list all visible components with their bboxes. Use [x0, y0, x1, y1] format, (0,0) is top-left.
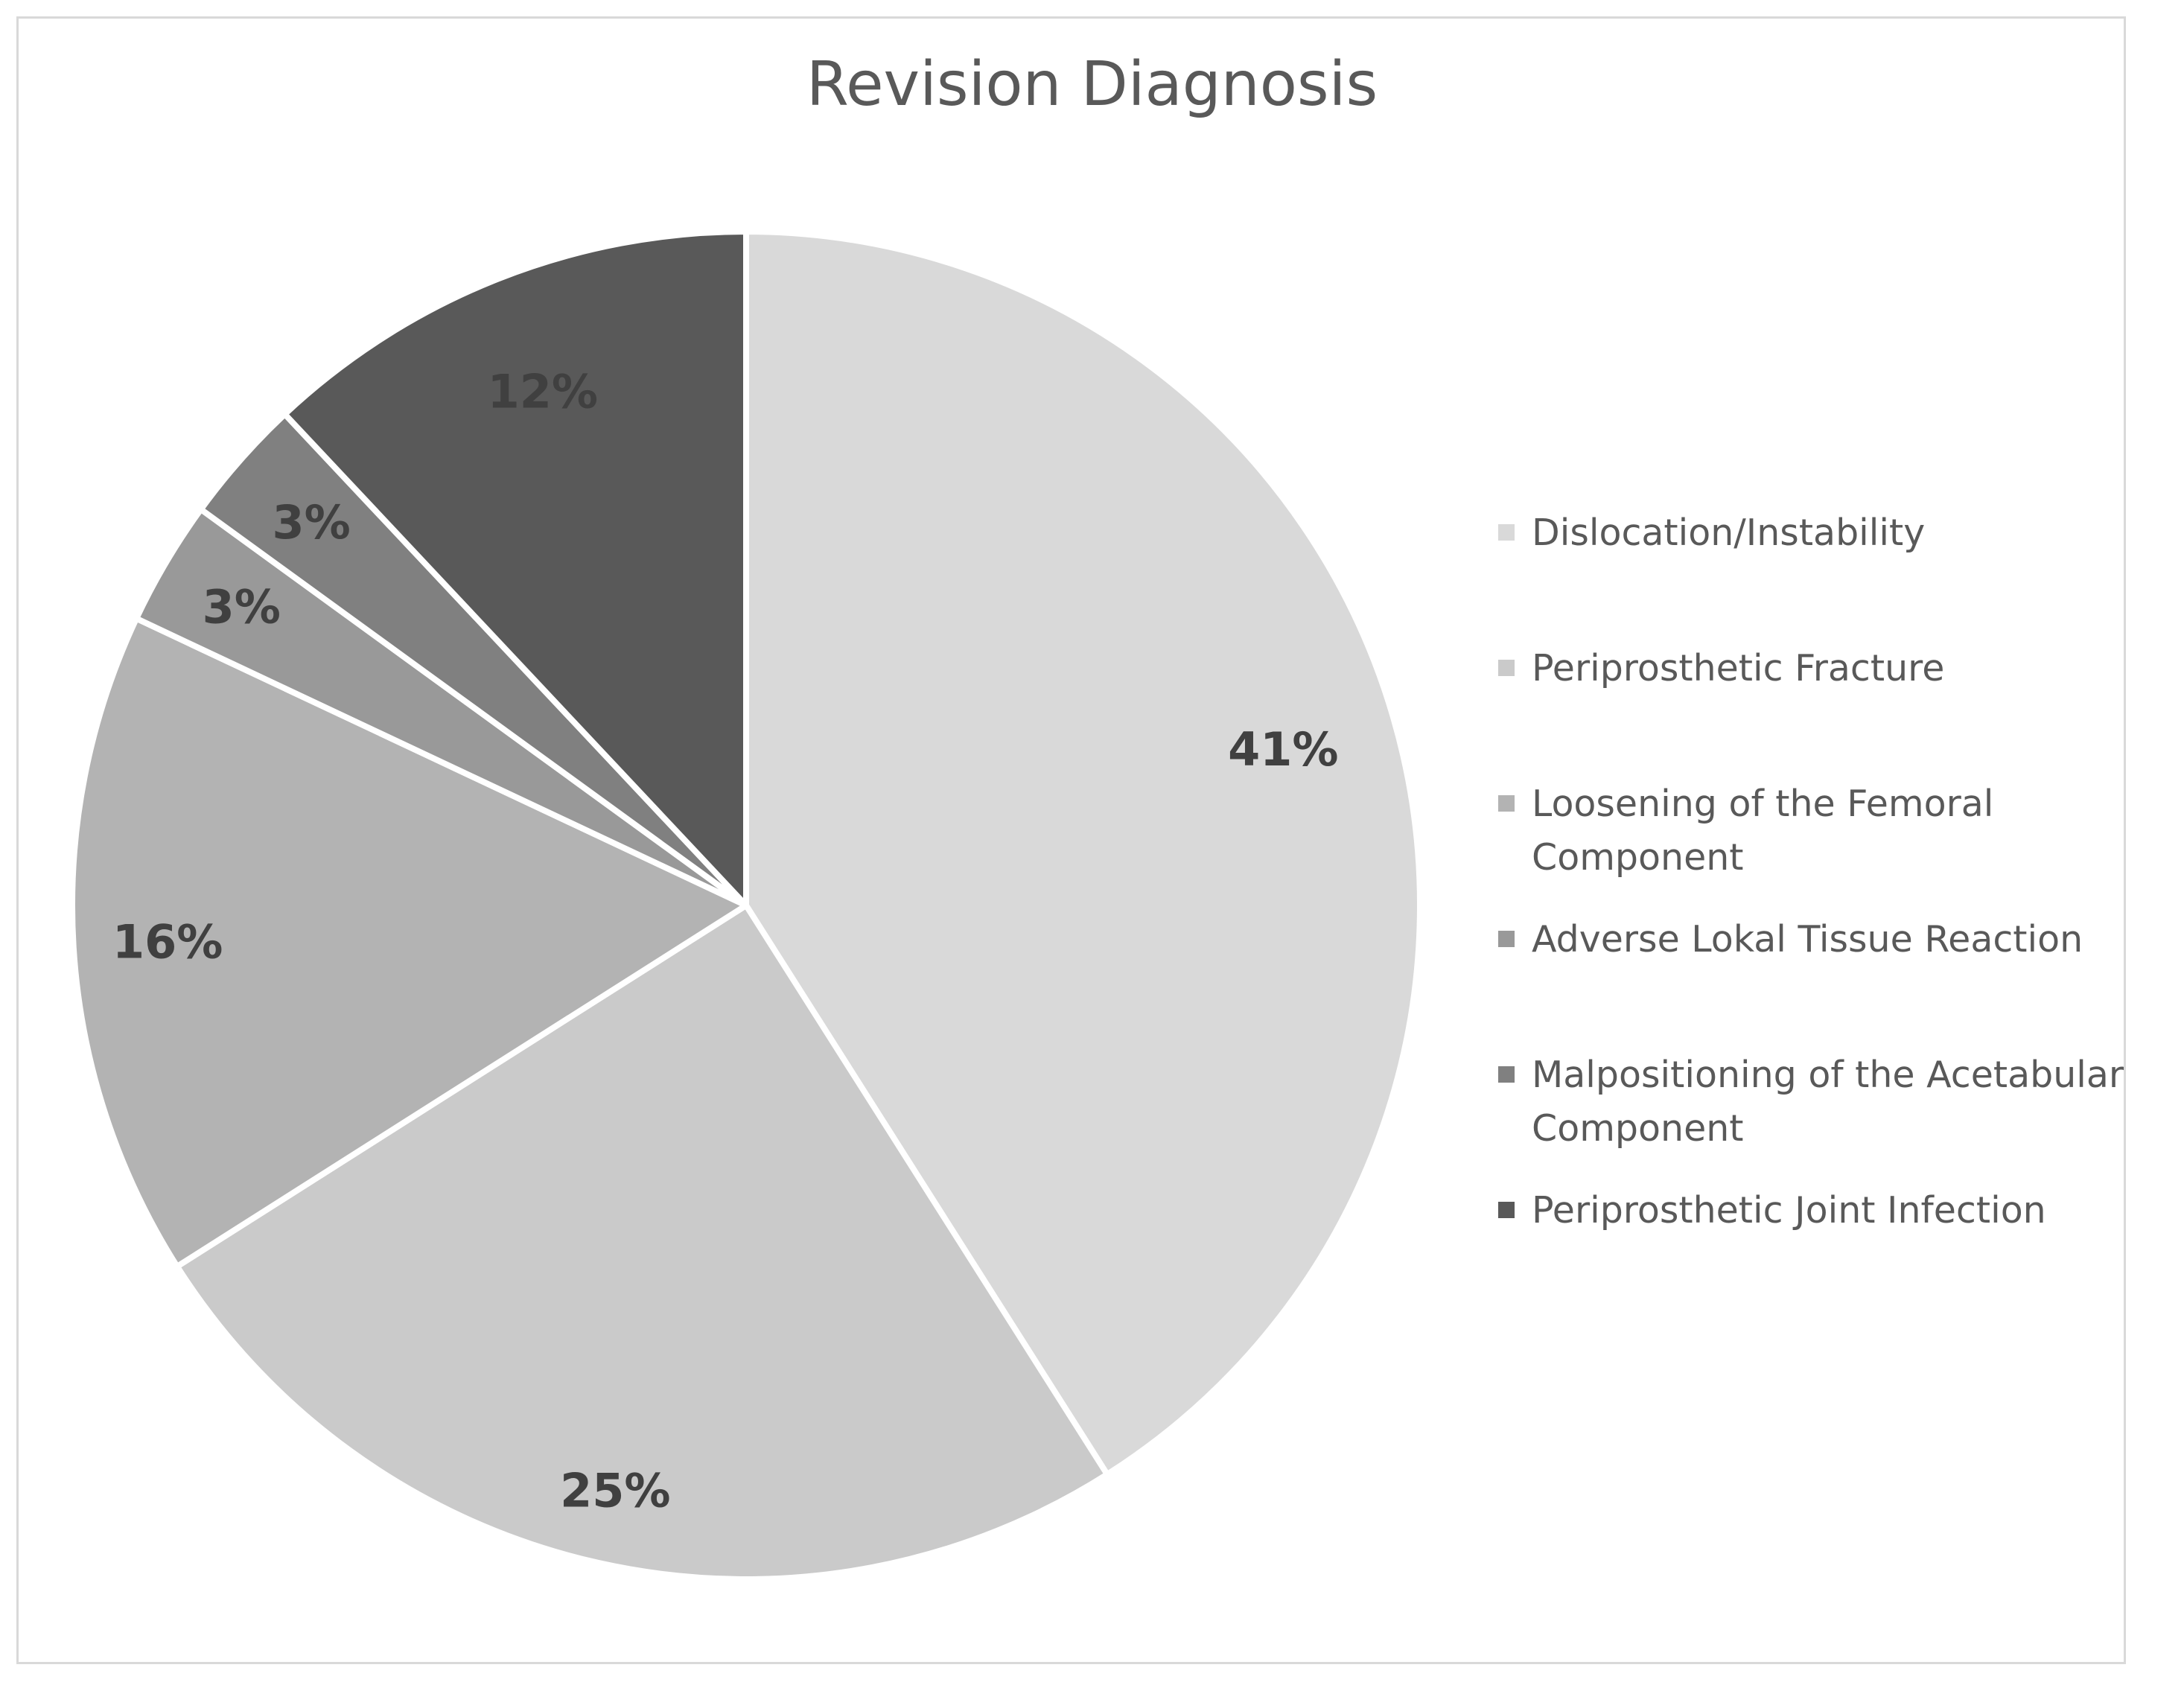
data-label-loosening-of-the-femoral-component: 16%	[112, 914, 223, 969]
legend-swatch	[1498, 660, 1515, 676]
data-label-periprosthetic-joint-infection: 12%	[488, 365, 598, 419]
legend-swatch	[1498, 795, 1515, 812]
legend-swatch	[1498, 1202, 1515, 1218]
pie-slice-dislocation-instability	[743, 229, 1423, 1478]
chart-title: Revision Diagnosis	[806, 49, 1378, 120]
legend-label: Loosening of the Femoral Component	[1532, 783, 1994, 879]
legend-label: Periprosthetic Fracture	[1532, 647, 1945, 689]
data-label-periprosthetic-fracture: 25%	[560, 1464, 670, 1518]
data-label-adverse-lokal-tissue-reaction: 3%	[203, 580, 281, 634]
data-label-dislocation-instability: 41%	[1228, 722, 1338, 777]
pie-slice-periprosthetic-joint-infection	[281, 229, 749, 908]
pie-slice-periprosthetic-fracture	[173, 902, 1110, 1582]
data-label-malpositioning-of-the-acetabular-component: 3%	[273, 495, 351, 550]
pie-slice-loosening-of-the-femoral-component	[69, 615, 749, 1270]
legend-label: Dislocation/Instability	[1532, 512, 1926, 554]
legend-swatch	[1498, 931, 1515, 947]
legend-label: Periprosthetic Joint Infection	[1532, 1189, 2046, 1232]
legend-label: Adverse Lokal Tissue Reaction	[1532, 918, 2083, 961]
legend-swatch	[1498, 1066, 1515, 1083]
legend-label: Malpositioning of the Acetabular Compone…	[1532, 1054, 2124, 1150]
legend-swatch	[1498, 524, 1515, 541]
